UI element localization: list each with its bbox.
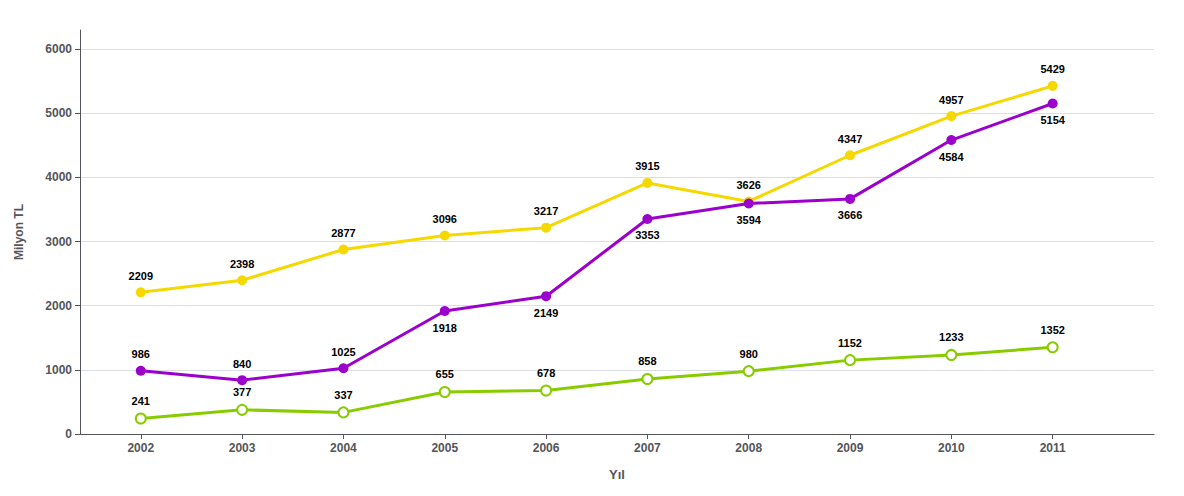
svg-text:2209: 2209 — [129, 270, 153, 282]
svg-text:3626: 3626 — [736, 179, 760, 191]
svg-text:2005: 2005 — [431, 441, 458, 455]
svg-text:3096: 3096 — [433, 213, 457, 225]
svg-text:3217: 3217 — [534, 205, 558, 217]
svg-text:1352: 1352 — [1040, 324, 1064, 336]
svg-text:2010: 2010 — [938, 441, 965, 455]
svg-text:3666: 3666 — [838, 209, 862, 221]
svg-text:337: 337 — [334, 389, 352, 401]
svg-text:2004: 2004 — [330, 441, 357, 455]
svg-text:0: 0 — [65, 427, 72, 441]
svg-text:2000: 2000 — [45, 299, 72, 313]
svg-text:858: 858 — [638, 355, 656, 367]
svg-text:2002: 2002 — [127, 441, 154, 455]
svg-text:6000: 6000 — [45, 42, 72, 56]
svg-text:Milyon TL: Milyon TL — [12, 204, 26, 260]
svg-text:4000: 4000 — [45, 170, 72, 184]
svg-text:2011: 2011 — [1040, 441, 1066, 455]
svg-text:4957: 4957 — [939, 94, 963, 106]
svg-text:4347: 4347 — [838, 133, 862, 145]
svg-text:3915: 3915 — [635, 160, 659, 172]
svg-text:Yıl: Yıl — [609, 467, 625, 482]
svg-text:3353: 3353 — [635, 229, 659, 241]
svg-text:2006: 2006 — [533, 441, 560, 455]
svg-text:1152: 1152 — [838, 337, 862, 349]
svg-text:2398: 2398 — [230, 258, 254, 270]
svg-text:1025: 1025 — [331, 346, 355, 358]
svg-text:1233: 1233 — [939, 331, 963, 343]
svg-text:241: 241 — [132, 395, 150, 407]
svg-text:2877: 2877 — [331, 227, 355, 239]
svg-text:3000: 3000 — [45, 235, 72, 249]
svg-text:2149: 2149 — [534, 307, 558, 319]
svg-text:2008: 2008 — [735, 441, 762, 455]
svg-text:5000: 5000 — [45, 106, 72, 120]
svg-text:5154: 5154 — [1040, 114, 1065, 126]
svg-text:986: 986 — [132, 348, 150, 360]
svg-text:1918: 1918 — [433, 322, 457, 334]
svg-text:5429: 5429 — [1040, 63, 1064, 75]
svg-text:2003: 2003 — [229, 441, 256, 455]
svg-text:1000: 1000 — [45, 363, 72, 377]
svg-text:678: 678 — [537, 367, 555, 379]
svg-text:2009: 2009 — [837, 441, 864, 455]
svg-text:377: 377 — [233, 386, 251, 398]
svg-text:3594: 3594 — [736, 214, 761, 226]
svg-text:655: 655 — [436, 368, 454, 380]
svg-text:840: 840 — [233, 358, 251, 370]
svg-text:980: 980 — [740, 348, 758, 360]
svg-text:2007: 2007 — [634, 441, 661, 455]
svg-text:4584: 4584 — [939, 151, 964, 163]
